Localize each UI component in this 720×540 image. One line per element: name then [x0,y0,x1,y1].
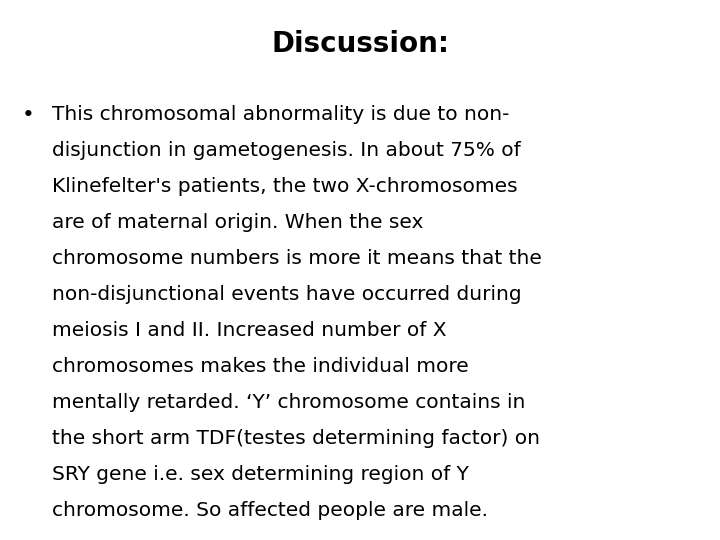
Text: non-disjunctional events have occurred during: non-disjunctional events have occurred d… [52,285,521,304]
Text: the short arm TDF(testes determining factor) on: the short arm TDF(testes determining fac… [52,429,540,448]
Text: Discussion:: Discussion: [271,30,449,58]
Text: This chromosomal abnormality is due to non-: This chromosomal abnormality is due to n… [52,105,509,124]
Text: •: • [22,105,35,125]
Text: chromosomes makes the individual more: chromosomes makes the individual more [52,357,469,376]
Text: disjunction in gametogenesis. In about 75% of: disjunction in gametogenesis. In about 7… [52,141,521,160]
Text: chromosome. So affected people are male.: chromosome. So affected people are male. [52,501,488,520]
Text: SRY gene i.e. sex determining region of Y: SRY gene i.e. sex determining region of … [52,465,469,484]
Text: chromosome numbers is more it means that the: chromosome numbers is more it means that… [52,249,542,268]
Text: are of maternal origin. When the sex: are of maternal origin. When the sex [52,213,423,232]
Text: mentally retarded. ‘Y’ chromosome contains in: mentally retarded. ‘Y’ chromosome contai… [52,393,526,412]
Text: meiosis I and II. Increased number of X: meiosis I and II. Increased number of X [52,321,446,340]
Text: Klinefelter's patients, the two X-chromosomes: Klinefelter's patients, the two X-chromo… [52,177,518,196]
